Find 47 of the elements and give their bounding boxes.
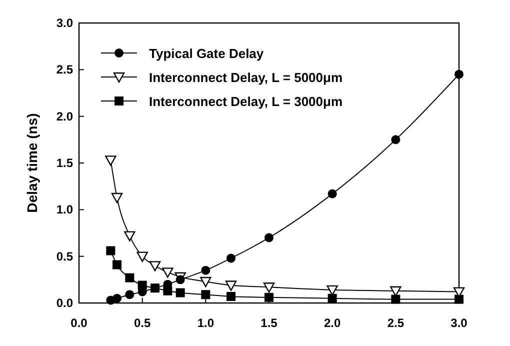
x-tick-label: 2.5 (387, 316, 404, 330)
point (125, 273, 134, 282)
point (105, 156, 116, 166)
point (124, 231, 136, 242)
point (391, 294, 400, 304)
x-tick-label: 0.0 (70, 316, 88, 330)
point (201, 266, 210, 275)
point (106, 246, 116, 256)
y-axis-title: Delay time (ns) (24, 113, 40, 213)
point (225, 280, 237, 291)
point (176, 275, 185, 284)
y-tick-label: 3.0 (56, 16, 74, 30)
point (112, 294, 122, 303)
point (149, 261, 161, 272)
x-tick-label: 0.5 (134, 316, 151, 330)
x-tick-label: 1.0 (197, 316, 214, 330)
point (200, 276, 212, 288)
x-tick-label: 1.5 (260, 316, 278, 330)
point (111, 192, 123, 204)
point (226, 254, 236, 263)
point (454, 70, 464, 79)
y-tick-label: 2.5 (56, 62, 74, 77)
point (136, 252, 148, 262)
point (112, 260, 122, 270)
legend-label: Interconnect Delay, L = 5000μm (149, 70, 343, 85)
y-tick-label: 0.0 (56, 296, 74, 310)
point (162, 268, 174, 278)
legend-label: Typical Gate Delay (149, 46, 264, 61)
point (391, 135, 400, 144)
y-tick-label: 2.0 (56, 109, 74, 124)
point (125, 290, 134, 300)
point (328, 294, 337, 303)
x-tick-label: 2.0 (324, 316, 341, 330)
point (226, 292, 236, 301)
point (176, 288, 185, 298)
y-tick-label: 1.0 (56, 202, 74, 217)
point (454, 294, 464, 304)
y-tick-label: 0.5 (56, 249, 74, 264)
y-tick-label: 1.5 (56, 156, 74, 170)
point (264, 292, 274, 302)
legend-label: Interconnect Delay, L = 3000μm (149, 94, 343, 109)
point (263, 282, 275, 293)
point (264, 233, 274, 242)
x-tick-label: 3.0 (450, 316, 468, 330)
point (390, 286, 402, 296)
point (201, 290, 210, 300)
point (328, 189, 337, 198)
